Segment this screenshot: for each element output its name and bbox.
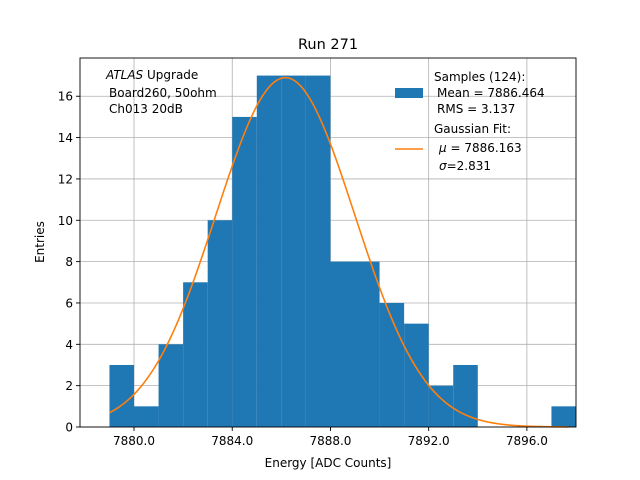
- annotation-atlas: ATLAS: [105, 68, 144, 82]
- histogram-bar-9: [330, 261, 356, 427]
- gaussian-fit-curve: [109, 76, 569, 428]
- mu-value: = 7886.163: [447, 141, 522, 155]
- histogram-bar-11: [379, 302, 405, 427]
- histogram-bar-2: [158, 344, 184, 427]
- histogram-bar-0: [109, 364, 135, 427]
- histogram-bar-4: [207, 220, 233, 427]
- y-tick-label-5: 10: [58, 214, 73, 228]
- y-tick-label-6: 12: [58, 172, 73, 186]
- sigma-value: =2.831: [447, 159, 491, 173]
- legend-fit-title: Gaussian Fit:: [434, 122, 511, 136]
- x-tick-label-4: 7896.0: [506, 434, 548, 448]
- annotation-text: ATLAS Upgrade Board260, 50ohm Ch013 20dB: [105, 68, 217, 116]
- y-axis-label: Entries: [33, 221, 47, 263]
- x-tick-label-1: 7884.0: [211, 434, 253, 448]
- y-tick-label-8: 16: [58, 90, 73, 104]
- legend-fit-sigma: σ=2.831: [439, 159, 491, 173]
- legend-samples-rms: RMS = 3.137: [437, 102, 515, 116]
- histogram-bar-5: [232, 116, 257, 428]
- histogram-bar-8: [305, 75, 331, 428]
- histogram-bar-18: [551, 406, 576, 427]
- histogram-bar-6: [256, 75, 282, 428]
- x-tick-label-0: 7880.0: [113, 434, 155, 448]
- legend-samples-title: Samples (124):: [434, 70, 525, 84]
- annotation-line-1: ATLAS Upgrade: [105, 68, 198, 82]
- y-tick-label-0: 0: [65, 421, 73, 435]
- y-tick-label-1: 2: [65, 379, 73, 393]
- mu-symbol: μ: [438, 141, 447, 155]
- y-tick-label-3: 6: [65, 296, 73, 310]
- sigma-symbol: σ: [439, 159, 447, 173]
- y-axis-ticks: 0 2 4 6 8 10 12 14 16: [58, 90, 80, 435]
- histogram-bar-3: [183, 282, 208, 427]
- histogram-bar-7: [281, 75, 306, 428]
- annotation-upgrade: Upgrade: [143, 68, 198, 82]
- histogram-bar-14: [453, 364, 478, 427]
- histogram-bar-12: [404, 323, 429, 427]
- chart-title: Run 271: [298, 37, 358, 53]
- y-tick-label-2: 4: [65, 338, 73, 352]
- annotation-line-2: Board260, 50ohm: [109, 86, 217, 100]
- histogram-bar-10: [355, 261, 380, 427]
- y-tick-label-7: 14: [58, 131, 73, 145]
- legend: Samples (124): Mean = 7886.464 RMS = 3.1…: [395, 70, 545, 173]
- x-axis-label: Energy [ADC Counts]: [265, 456, 392, 470]
- legend-fit-mu: μ = 7886.163: [438, 141, 522, 155]
- legend-samples-swatch: [395, 88, 423, 98]
- y-tick-label-4: 8: [65, 255, 73, 269]
- legend-samples-mean: Mean = 7886.464: [437, 86, 545, 100]
- annotation-line-3: Ch013 20dB: [109, 102, 183, 116]
- x-tick-label-3: 7892.0: [408, 434, 450, 448]
- histogram-bar-1: [134, 406, 159, 427]
- x-tick-label-2: 7888.0: [309, 434, 351, 448]
- plot-frame: [79, 57, 577, 428]
- x-axis-ticks: 7880.0 7884.0 7888.0 7892.0 7896.0: [113, 427, 548, 448]
- histogram-bar-13: [428, 385, 454, 427]
